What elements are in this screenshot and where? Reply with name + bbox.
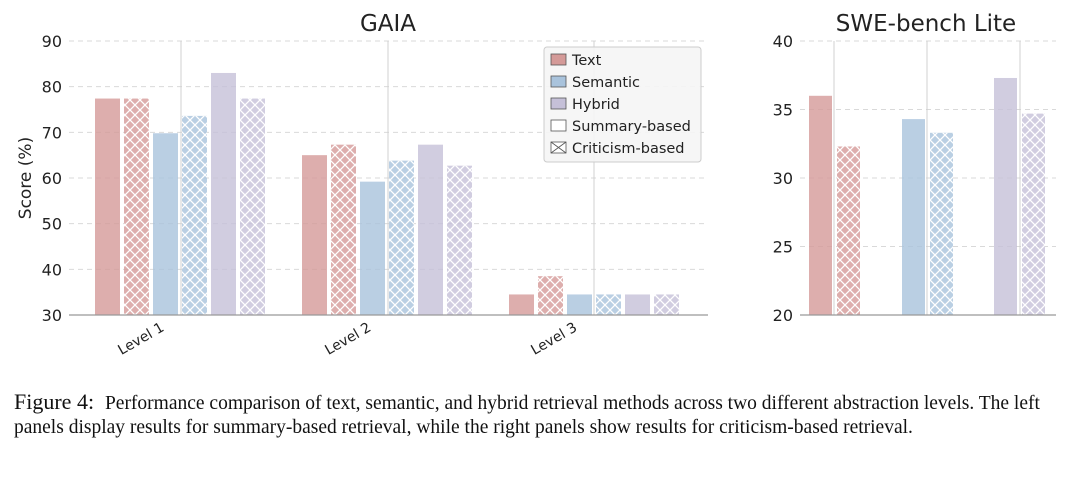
gaia-y-axis-label: Score (%): [16, 137, 36, 219]
legend-label-summary: Summary-based: [572, 119, 691, 135]
gaia-bar-level3-hybrid-criticism-hatch: [654, 294, 679, 315]
legend-swatch-hybrid: [550, 97, 567, 110]
gaia-bar-level2-semantic-summary-fill: [360, 181, 385, 315]
gaia-bar-level2-hybrid-criticism-hatch: [447, 165, 472, 315]
gaia-bar-level1-text-summary-fill: [95, 98, 120, 315]
swe-bar-semantic-criticism: [930, 132, 953, 315]
gaia-bar-level1-hybrid-summary-fill: [211, 72, 236, 315]
swe-bar-semantic-criticism-hatch: [930, 132, 953, 315]
legend-swatch-text: [550, 53, 567, 66]
gaia-x-tick-label: Level 3: [528, 320, 580, 359]
swe-bar-text-summary-fill: [809, 95, 832, 315]
gaia-bar-level2-semantic-summary: [360, 181, 385, 315]
swe-bar-hybrid-criticism: [1022, 113, 1045, 315]
gaia-bar-level3-hybrid-criticism: [654, 294, 679, 315]
swe-y-tick-label: 25: [773, 238, 793, 257]
gaia-bar-level3-text-criticism: [538, 276, 563, 315]
swe-bar-text-summary: [809, 95, 832, 315]
swe-title: SWE-bench Lite: [836, 11, 1016, 37]
figure-caption: Figure 4: Performance comparison of text…: [14, 390, 1070, 440]
gaia-x-tick-label: Level 1: [115, 320, 167, 359]
gaia-bar-level1-semantic-summary: [153, 133, 178, 315]
gaia-y-tick-label: 50: [42, 215, 62, 234]
swe-bar-hybrid-criticism-hatch: [1022, 113, 1045, 315]
figure-4: GAIA Score (%) 30 40 50 60 70 80 90 Level 1 Lev…: [16, 11, 1056, 359]
swe-y-tick-label: 30: [773, 169, 793, 188]
gaia-bar-level1-semantic-criticism-hatch: [182, 115, 207, 315]
gaia-bar-level2-text-summary-fill: [302, 155, 327, 315]
gaia-bar-level1-semantic-criticism: [182, 115, 207, 315]
swe-bar-hybrid-summary-fill: [994, 77, 1017, 316]
gaia-bar-level2-hybrid-criticism: [447, 165, 472, 315]
gaia-y-tick-label: 30: [42, 306, 62, 325]
gaia-bar-level3-semantic-summary: [567, 294, 592, 315]
caption-text: Performance comparison of text, semantic…: [14, 393, 1040, 438]
gaia-bar-level1-text-criticism-hatch: [124, 98, 149, 315]
gaia-y-tick-label: 60: [42, 169, 62, 188]
gaia-bar-level3-semantic-summary-fill: [567, 294, 592, 315]
gaia-bar-level3-text-criticism-hatch: [538, 276, 563, 315]
legend-label-criticism: Criticism-based: [572, 141, 685, 157]
legend-frame: [543, 46, 702, 163]
legend-label-hybrid: Hybrid: [572, 97, 620, 113]
gaia-bar-level3-text-summary: [509, 294, 534, 315]
gaia-title: GAIA: [360, 11, 416, 37]
gaia-bar-level2-text-criticism-hatch: [331, 144, 356, 315]
gaia-bar-level1-hybrid-criticism: [240, 98, 265, 315]
swe-y-tick-label: 40: [773, 32, 793, 51]
gaia-panel: GAIA Score (%) 30 40 50 60 70 80 90 Level 1 Lev…: [16, 11, 708, 359]
swe-bar-semantic-summary-fill: [902, 119, 925, 315]
gaia-y-tick-label: 70: [42, 123, 62, 142]
gaia-x-tick-label: Level 2: [322, 320, 374, 359]
gaia-bar-level2-text-summary: [302, 155, 327, 315]
gaia-bar-level1-hybrid-summary: [211, 72, 236, 315]
swe-bench-panel: SWE-bench Lite 20 25 30 35 40: [773, 11, 1056, 325]
gaia-y-tick-label: 90: [42, 32, 62, 51]
swe-y-tick-label: 35: [773, 101, 793, 120]
gaia-bar-level1-hybrid-criticism-hatch: [240, 98, 265, 315]
swe-bar-text-criticism: [837, 146, 860, 315]
gaia-bar-level3-text-summary-fill: [509, 294, 534, 315]
gaia-bar-level2-hybrid-summary: [418, 144, 443, 315]
legend: Text Semantic Hybrid Summary-based Criti…: [543, 46, 702, 163]
swe-bar-text-criticism-hatch: [837, 146, 860, 315]
swe-bar-hybrid-summary: [994, 77, 1017, 316]
gaia-bar-level2-semantic-criticism-hatch: [389, 160, 414, 315]
gaia-bar-level3-semantic-criticism: [596, 294, 621, 315]
gaia-bar-level3-hybrid-summary-fill: [625, 294, 650, 315]
swe-bar-semantic-summary: [902, 119, 925, 315]
caption-label: Figure 4:: [14, 389, 95, 414]
gaia-bar-level3-semantic-criticism-hatch: [596, 294, 621, 315]
gaia-y-tick-label: 40: [42, 260, 62, 279]
gaia-bar-level3-hybrid-summary: [625, 294, 650, 315]
legend-label-text: Text: [571, 53, 602, 69]
gaia-bar-level1-semantic-summary-fill: [153, 133, 178, 315]
gaia-bar-level1-text-summary: [95, 98, 120, 315]
gaia-bar-level2-hybrid-summary-fill: [418, 144, 443, 315]
gaia-bar-level1-text-criticism: [124, 98, 149, 315]
gaia-y-tick-label: 80: [42, 78, 62, 97]
legend-label-semantic: Semantic: [572, 75, 640, 91]
legend-swatch-criticism-hatch: [550, 141, 567, 154]
gaia-bar-level2-semantic-criticism: [389, 160, 414, 315]
swe-y-tick-label: 20: [773, 306, 793, 325]
legend-swatch-summary: [550, 119, 567, 132]
legend-swatch-semantic: [550, 75, 567, 88]
gaia-bar-level2-text-criticism: [331, 144, 356, 315]
